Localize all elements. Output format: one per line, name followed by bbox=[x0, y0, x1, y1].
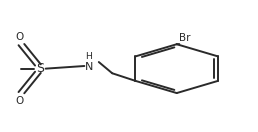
Text: O: O bbox=[15, 96, 23, 106]
Text: H: H bbox=[86, 52, 92, 61]
Text: O: O bbox=[15, 32, 23, 42]
Text: N: N bbox=[85, 62, 93, 72]
Text: Br: Br bbox=[179, 33, 191, 43]
Text: S: S bbox=[36, 62, 44, 75]
